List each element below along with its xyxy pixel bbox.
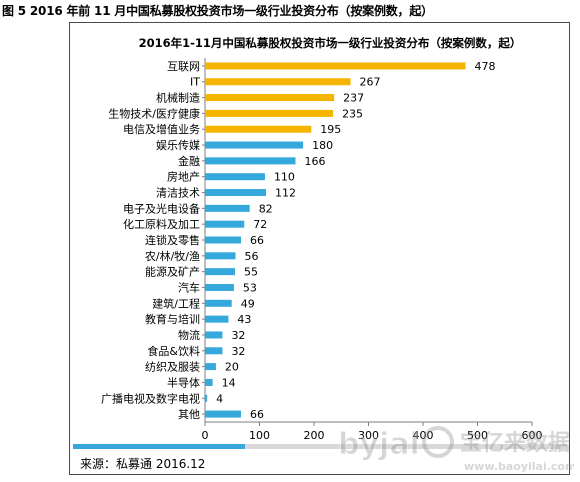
category-label: 机械制造 xyxy=(156,91,200,105)
bar xyxy=(205,189,267,197)
bar xyxy=(205,125,312,133)
value-label: 267 xyxy=(360,76,381,89)
bar xyxy=(205,236,241,244)
category-label: 其他 xyxy=(178,408,200,421)
bar xyxy=(205,378,213,386)
value-label: 4 xyxy=(216,392,223,405)
bar xyxy=(205,204,250,212)
category-label: 化工原料及加工 xyxy=(123,217,200,231)
value-label: 110 xyxy=(274,171,295,184)
figure-caption: 图 5 2016 年前 11 月中国私募股权投资市场一级行业投资分布（按案例数，… xyxy=(2,4,433,18)
bar xyxy=(205,78,351,86)
category-label: 教育与培训 xyxy=(145,312,200,326)
bar xyxy=(205,363,216,371)
x-tick-label: 500 xyxy=(467,429,488,442)
value-label: 20 xyxy=(225,361,239,374)
x-tick-label: 0 xyxy=(202,429,209,442)
source-note: 来源：私募通 2016.12 xyxy=(80,457,206,471)
watermark: byjal 宝亿来数据 www.baoyilai.com xyxy=(338,426,574,473)
category-label: 建筑/工程 xyxy=(152,296,200,310)
watermark-url: www.baoyilai.com xyxy=(464,460,574,473)
footer-bar xyxy=(73,444,567,449)
bar xyxy=(205,315,229,323)
category-label: 电信及增值业务 xyxy=(123,122,200,136)
footer-bar-accent xyxy=(73,444,245,449)
value-label: 180 xyxy=(312,139,333,152)
value-label: 235 xyxy=(342,107,363,120)
bar xyxy=(205,394,208,402)
value-label: 32 xyxy=(231,329,245,342)
value-label: 66 xyxy=(250,408,264,421)
category-label: 纺织及服装 xyxy=(145,360,200,374)
value-label: 166 xyxy=(304,155,325,168)
category-label: 互联网 xyxy=(167,60,200,73)
value-label: 112 xyxy=(275,187,296,200)
value-label: 43 xyxy=(237,313,251,326)
bar xyxy=(205,94,335,102)
x-tick-label: 300 xyxy=(358,429,379,442)
bar xyxy=(205,109,334,117)
bar xyxy=(205,268,235,276)
x-tick-label: 200 xyxy=(304,429,325,442)
value-label: 478 xyxy=(475,60,496,73)
value-label: 49 xyxy=(241,297,255,310)
value-label: 55 xyxy=(244,266,258,279)
category-label: 农/林/牧/渔 xyxy=(145,249,200,263)
category-label: 金融 xyxy=(178,154,200,168)
bar xyxy=(205,252,236,260)
watermark-logo-icon xyxy=(422,426,454,458)
value-label: 53 xyxy=(243,281,257,294)
value-label: 72 xyxy=(253,218,267,231)
value-label: 237 xyxy=(343,92,364,105)
bar xyxy=(205,157,296,165)
value-label: 195 xyxy=(320,123,341,136)
value-label: 32 xyxy=(231,345,245,358)
category-label: 广播电视及数字电视 xyxy=(101,391,200,405)
bar xyxy=(205,141,304,149)
value-label: 66 xyxy=(250,234,264,247)
category-label: 房地产 xyxy=(167,170,200,184)
category-label: 半导体 xyxy=(167,375,200,389)
category-label: 电子及光电设备 xyxy=(123,201,200,215)
bar xyxy=(205,283,234,291)
x-tick-label: 400 xyxy=(413,429,434,442)
watermark-brand: byjal xyxy=(338,427,420,462)
watermark-site-cn: 宝亿来数据 xyxy=(460,430,570,456)
category-label: 汽车 xyxy=(178,280,200,294)
bar xyxy=(205,331,223,339)
category-label: 清洁技术 xyxy=(156,187,200,200)
x-tick-label: 600 xyxy=(522,429,543,442)
bar xyxy=(205,347,223,355)
category-label: 物流 xyxy=(178,328,200,342)
bar xyxy=(205,410,241,418)
bar xyxy=(205,173,265,181)
bar xyxy=(205,299,232,307)
bar xyxy=(205,220,245,228)
value-label: 82 xyxy=(259,202,273,215)
category-label: 生物技术/医疗健康 xyxy=(108,106,200,120)
category-label: IT xyxy=(190,76,200,89)
category-label: 连锁及零售 xyxy=(145,233,200,247)
chart-frame xyxy=(69,22,570,475)
chart-title: 2016年1-11月中国私募股权投资市场一级行业投资分布（按案例数，起） xyxy=(139,36,522,50)
value-label: 14 xyxy=(222,376,236,389)
category-label: 食品&饮料 xyxy=(147,344,200,358)
value-label: 56 xyxy=(245,250,259,263)
category-label: 能源及矿产 xyxy=(145,265,200,279)
bar xyxy=(205,62,466,70)
x-tick-label: 100 xyxy=(249,429,270,442)
category-label: 娱乐传媒 xyxy=(156,138,200,152)
